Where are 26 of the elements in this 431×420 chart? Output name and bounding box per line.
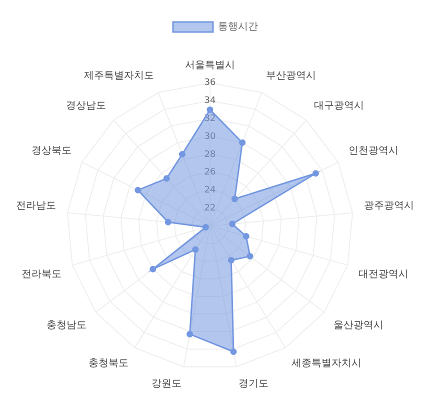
y-tick-label: 34: [204, 96, 216, 106]
spoke-label: 부산광역시: [266, 70, 316, 82]
y-tick-label: 30: [204, 132, 216, 142]
spoke-label: 충청남도: [46, 320, 87, 331]
spoke-label: 대전광역시: [358, 268, 409, 280]
spoke-label: 전라남도: [16, 200, 56, 212]
y-tick-label: 22: [204, 203, 216, 214]
spoke-label: 인천광역시: [348, 146, 398, 157]
spoke-label: 경기도: [238, 378, 268, 390]
spoke-label: 서울특별시: [185, 60, 235, 71]
spoke-label: 광주광역시: [364, 200, 414, 212]
spoke-label: 강원도: [152, 378, 182, 390]
spoke-label: 세종특별자치시: [291, 358, 362, 370]
spoke-label: 울산광역시: [333, 320, 384, 331]
spoke-label: 충청북도: [88, 358, 129, 370]
spoke-label: 경상북도: [32, 146, 72, 157]
y-tick-label: 32: [204, 114, 216, 124]
y-tick-label: 26: [204, 168, 216, 178]
spoke-label: 전라북도: [21, 268, 62, 280]
spoke-label: 대구광역시: [314, 100, 364, 112]
spoke-label: 제주특별자치도: [84, 70, 154, 82]
y-tick-label: 28: [204, 150, 216, 160]
y-tick-label: 24: [204, 186, 216, 196]
spoke-label: 경상남도: [66, 100, 106, 112]
y-tick-label: 36: [204, 78, 216, 88]
legend-label: 통행시간: [218, 22, 258, 33]
